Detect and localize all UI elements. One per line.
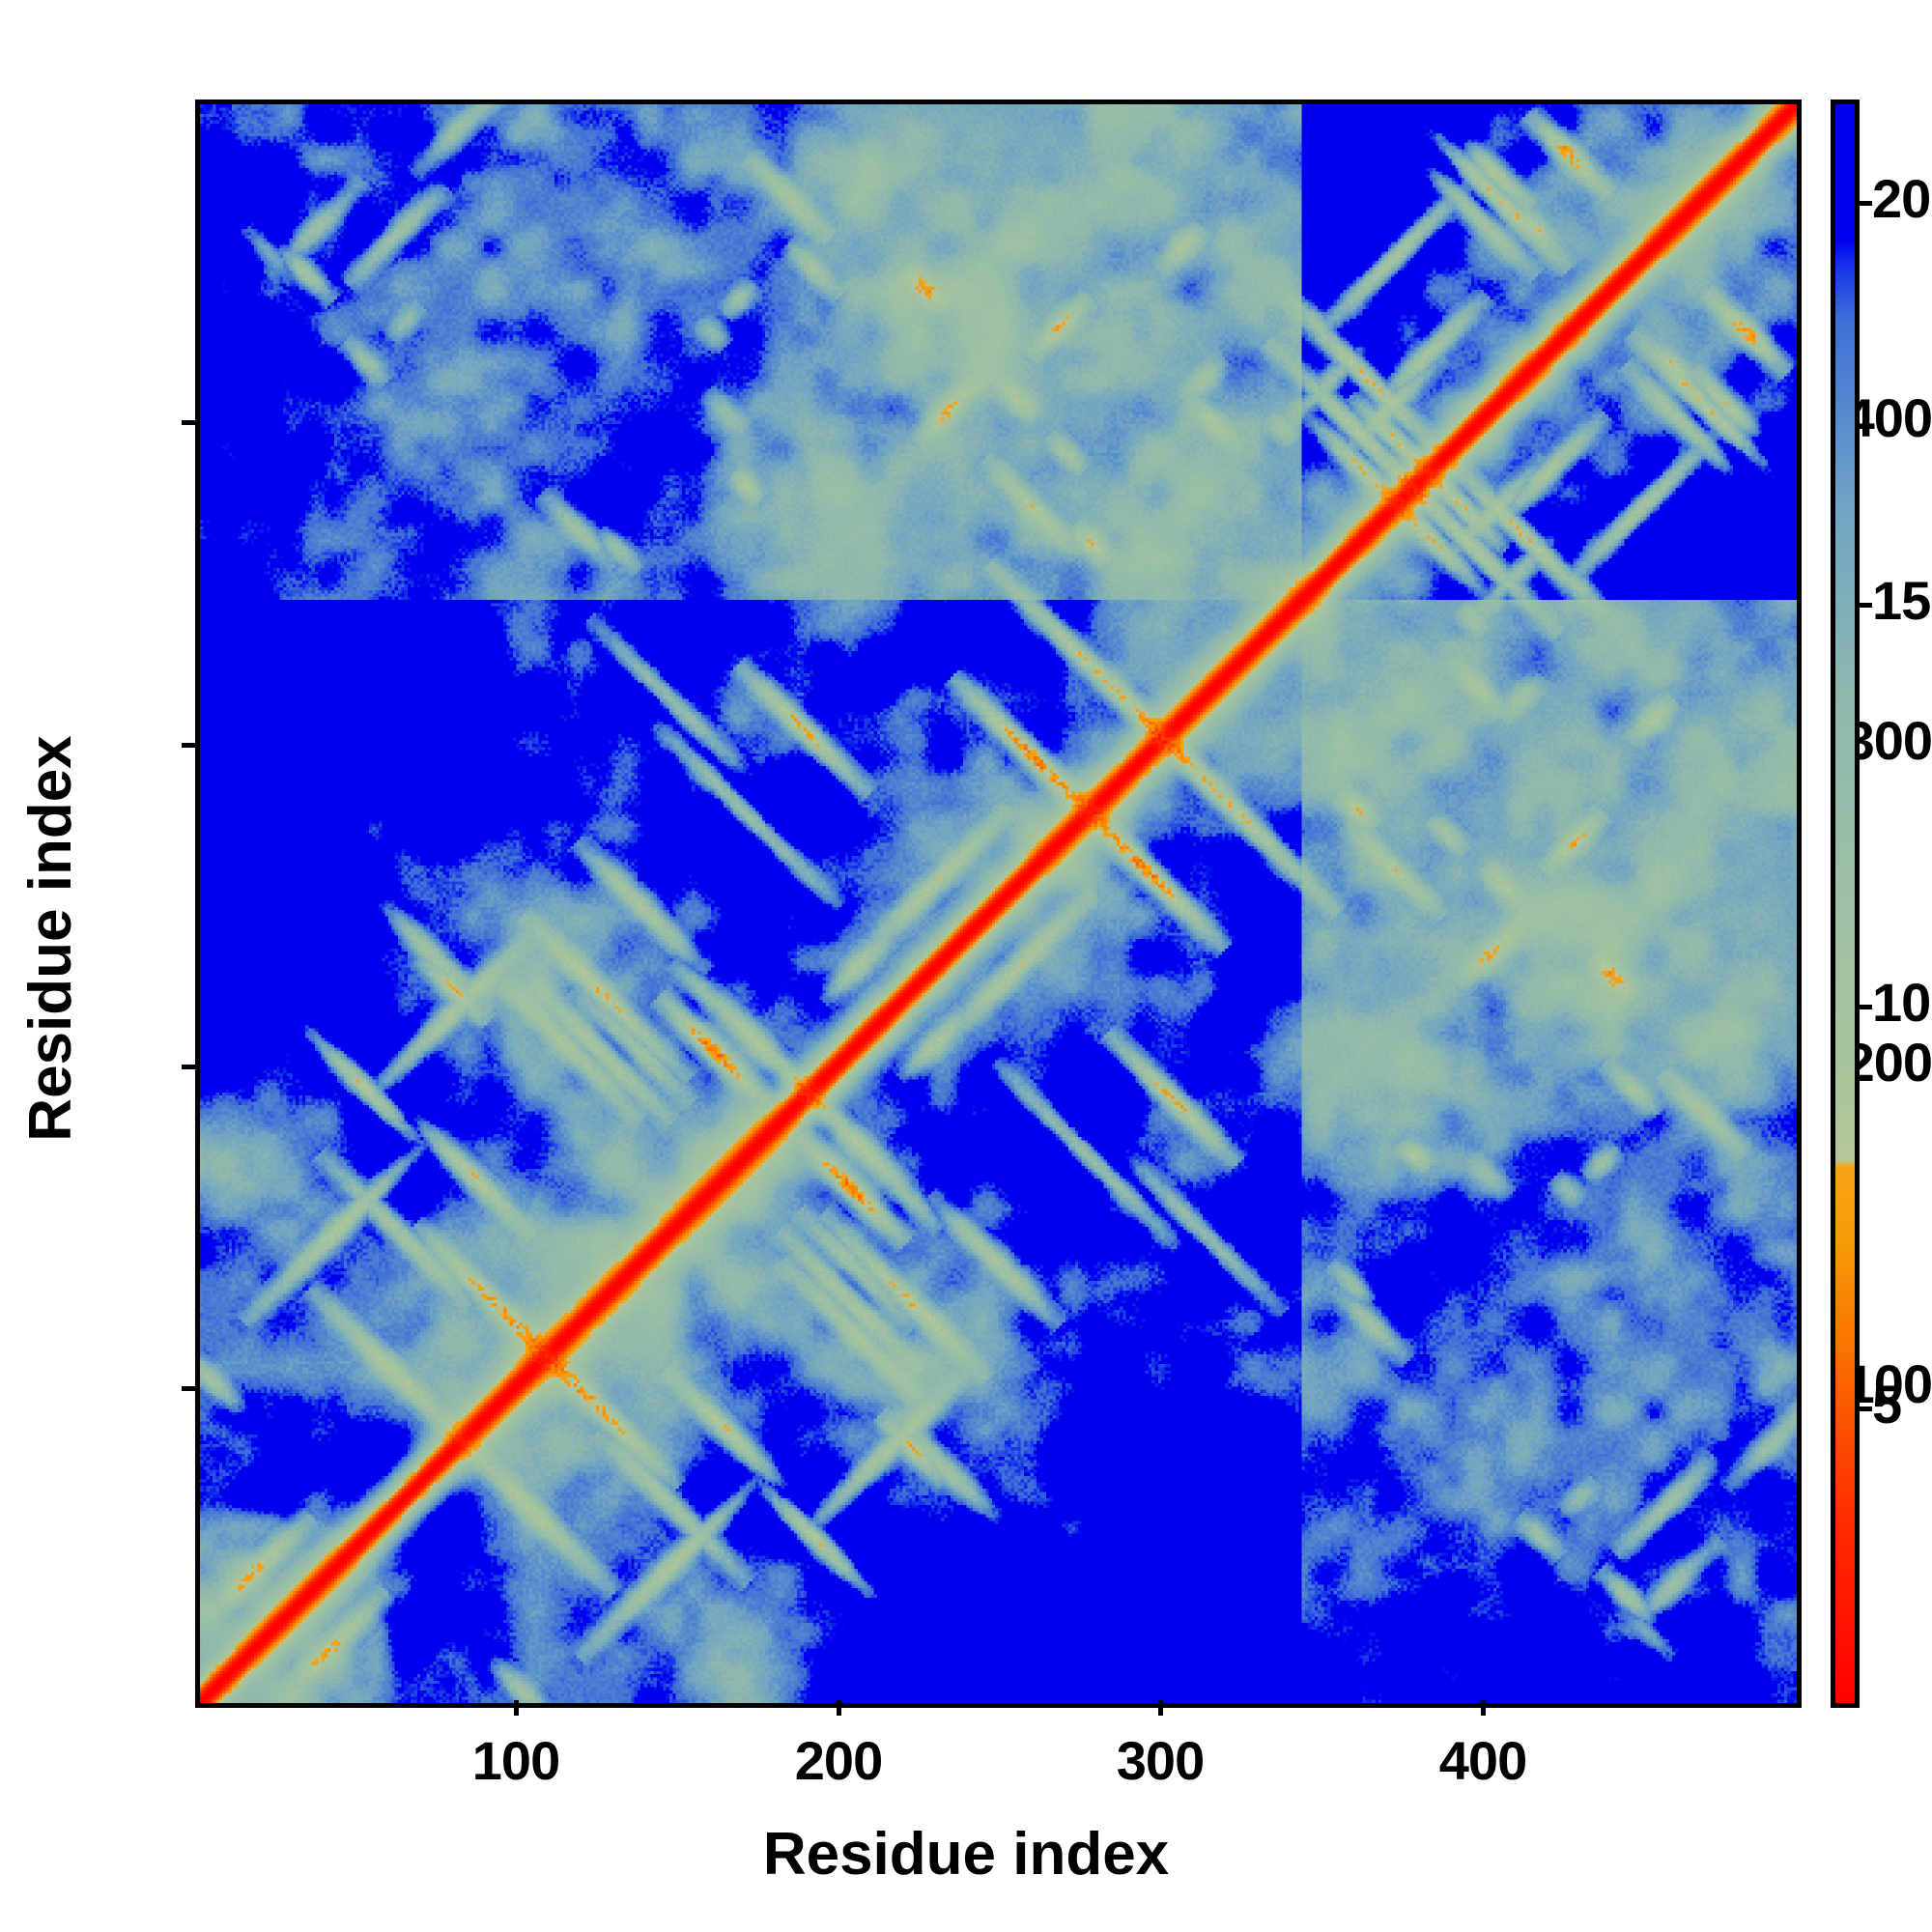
- colorbar: [1831, 99, 1860, 1708]
- heatmap-plot-area: [195, 99, 1802, 1708]
- y-axis-title-wrapper: Residue index: [16, 134, 85, 1743]
- colorbar-tick-15: [1860, 603, 1872, 608]
- y-tick-100: [182, 1386, 197, 1391]
- colorbar-tick-label-20: 20: [1872, 168, 1931, 229]
- x-tick-400: [1481, 1700, 1486, 1716]
- colorbar-tick-5: [1860, 1406, 1872, 1411]
- x-tick-label-400: 400: [1438, 1730, 1527, 1791]
- y-tick-200: [182, 1065, 197, 1069]
- colorbar-tick-10: [1860, 1005, 1872, 1009]
- colorbar-gradient: [1835, 104, 1855, 1703]
- heatmap-canvas: [200, 104, 1797, 1703]
- colorbar-tick-label-5: 5: [1872, 1374, 1902, 1435]
- x-tick-100: [514, 1700, 519, 1716]
- x-tick-label-200: 200: [794, 1730, 883, 1791]
- x-tick-200: [837, 1700, 841, 1716]
- x-tick-label-300: 300: [1116, 1730, 1205, 1791]
- colorbar-tick-label-15: 15: [1872, 570, 1931, 631]
- y-tick-400: [182, 420, 197, 425]
- x-tick-label-100: 100: [471, 1730, 560, 1791]
- colorbar-tick-label-10: 10: [1872, 972, 1931, 1033]
- x-axis-title: Residue index: [762, 1821, 1170, 1888]
- y-axis-title: Residue index: [17, 735, 84, 1142]
- colorbar-tick-20: [1860, 201, 1872, 206]
- y-tick-300: [182, 743, 197, 748]
- x-tick-300: [1158, 1700, 1163, 1716]
